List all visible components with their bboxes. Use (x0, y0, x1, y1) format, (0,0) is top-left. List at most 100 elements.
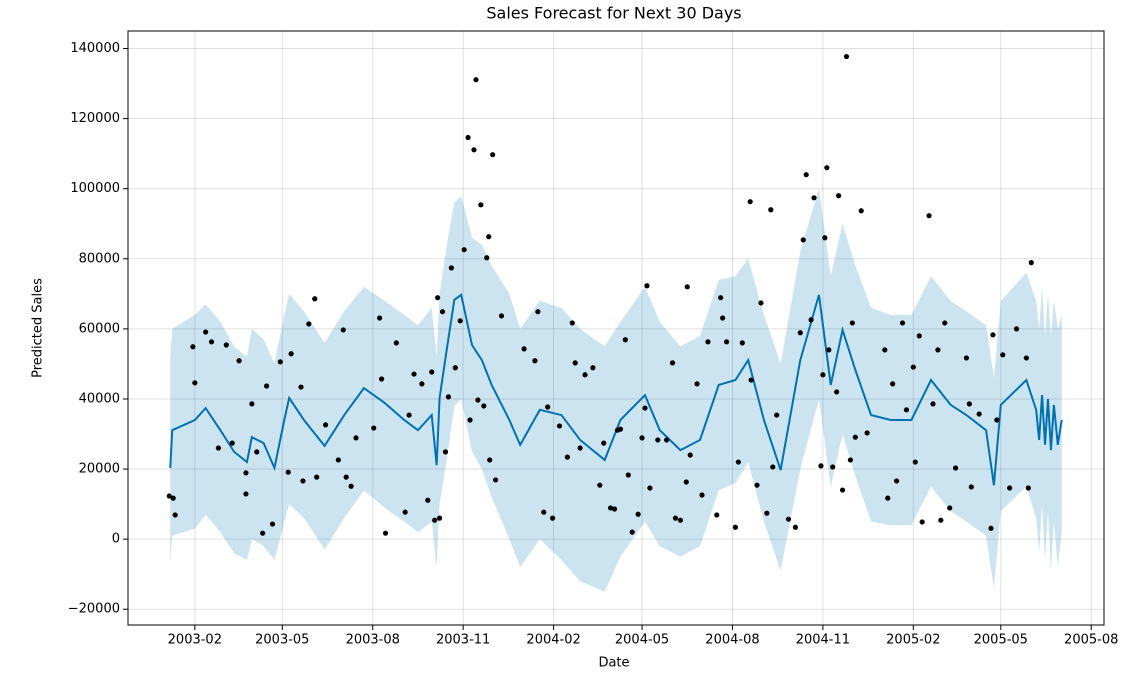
data-point (192, 380, 198, 386)
data-point (739, 340, 745, 346)
data-point (1013, 326, 1020, 332)
y-tick-label: 80000 (79, 251, 120, 266)
data-point (467, 417, 473, 423)
data-point (764, 510, 770, 516)
x-tick-label: 2004-05 (615, 633, 669, 648)
data-point (236, 358, 242, 364)
data-point (435, 295, 441, 301)
x-axis-label: Date (598, 656, 629, 671)
data-point (797, 330, 803, 336)
data-point (768, 207, 774, 213)
data-point (190, 344, 196, 350)
data-point (617, 426, 624, 432)
data-point (419, 381, 425, 387)
data-point (556, 423, 563, 429)
data-point (639, 435, 645, 441)
data-point (243, 470, 249, 476)
data-point (425, 497, 431, 503)
data-point (811, 195, 817, 201)
data-point (382, 530, 389, 536)
data-point (930, 401, 936, 407)
y-tick-label: 100000 (70, 181, 120, 196)
data-point (938, 517, 944, 523)
data-point (890, 381, 896, 387)
x-tick-label: 2004-11 (796, 633, 850, 648)
data-point (808, 317, 814, 323)
data-point (260, 530, 266, 536)
data-point (683, 479, 689, 485)
data-point (254, 449, 260, 455)
data-point (926, 213, 932, 219)
data-point (988, 525, 994, 531)
data-point (461, 247, 467, 253)
data-point (990, 332, 996, 338)
data-point (758, 300, 764, 306)
data-point (582, 372, 588, 378)
data-point (885, 495, 891, 501)
data-point (800, 237, 806, 243)
data-point (532, 358, 538, 364)
data-point (465, 134, 471, 141)
data-point (699, 492, 705, 498)
data-point (836, 193, 842, 199)
plot-frame (127, 30, 1105, 626)
data-point (607, 505, 614, 511)
data-point (597, 482, 603, 488)
data-point (471, 147, 477, 153)
data-point (770, 464, 776, 470)
data-point (849, 320, 855, 326)
data-point (371, 425, 377, 431)
data-point (577, 445, 583, 451)
data-point (353, 435, 359, 441)
data-point (864, 430, 870, 436)
data-point (378, 376, 385, 382)
forecast-line (169, 293, 1063, 486)
y-tick-label: 40000 (79, 391, 120, 406)
y-tick-label: 60000 (79, 321, 120, 336)
data-point (942, 320, 948, 326)
data-point (457, 318, 463, 324)
x-tick-label: 2004-08 (705, 633, 759, 648)
data-point (735, 459, 741, 465)
data-point (285, 469, 291, 475)
data-point (994, 417, 1000, 423)
data-point (452, 365, 458, 371)
data-point (968, 484, 974, 490)
data-point (820, 372, 826, 378)
data-point (899, 320, 906, 326)
data-point (478, 202, 484, 208)
data-point (723, 339, 730, 345)
data-point (1000, 352, 1006, 358)
data-point (824, 165, 830, 171)
data-point (572, 360, 578, 366)
data-point (249, 401, 255, 407)
data-point (635, 511, 641, 517)
data-point (490, 152, 496, 158)
data-point (487, 457, 493, 463)
data-point (1023, 355, 1029, 361)
x-tick-label: 2005-02 (886, 633, 940, 648)
data-point (445, 394, 452, 400)
data-point (822, 235, 828, 241)
data-point (629, 529, 635, 535)
data-point (377, 315, 383, 321)
data-point (340, 327, 346, 333)
data-point (172, 512, 178, 518)
data-point (774, 412, 780, 418)
data-point (432, 517, 438, 523)
data-point (748, 377, 754, 383)
data-point (694, 381, 700, 387)
data-point (718, 295, 724, 301)
data-point (429, 369, 435, 375)
data-point (818, 463, 824, 469)
data-point (442, 449, 449, 455)
data-point (834, 389, 840, 395)
x-tick-label: 2003-05 (255, 633, 309, 648)
data-point (916, 333, 922, 339)
data-point (263, 383, 270, 389)
data-point (601, 440, 607, 446)
data-point (847, 457, 854, 463)
data-point (903, 407, 910, 413)
y-tick-label: −20000 (68, 602, 120, 617)
